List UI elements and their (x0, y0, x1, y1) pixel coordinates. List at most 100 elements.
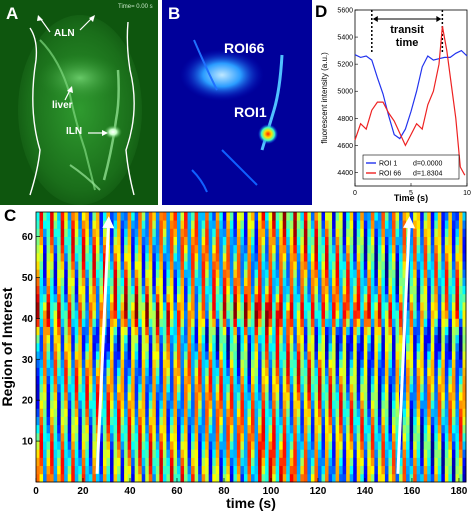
heatmap-cell (427, 252, 432, 262)
heatmap-cell (46, 392, 51, 401)
heatmap-cell (127, 424, 132, 434)
heatmap-cell (370, 408, 375, 417)
heatmap-cell (173, 220, 178, 229)
heatmap-cell (205, 236, 210, 246)
heatmap-cell (275, 302, 280, 311)
heatmap-cell (162, 457, 167, 467)
heatmap-cell (303, 228, 308, 237)
heatmap-cell (64, 342, 69, 352)
heatmap-cell (342, 212, 347, 221)
heatmap-cell (194, 449, 199, 458)
heatmap-cell (236, 244, 241, 254)
heatmap-cell (138, 408, 143, 417)
heatmap-cell (159, 285, 164, 295)
heatmap-cell (328, 318, 333, 327)
heatmap-cell (110, 375, 114, 385)
heatmap-cell (363, 441, 368, 450)
heatmap-cell (78, 392, 83, 401)
heatmap-cell (420, 473, 425, 483)
heatmap-cell (229, 212, 234, 221)
heatmap-cell (71, 326, 76, 336)
heatmap-cell (85, 432, 90, 442)
heatmap-cell (384, 359, 389, 368)
heatmap-cell (384, 326, 389, 336)
heatmap-cell (71, 441, 76, 450)
heatmap-cell (120, 351, 125, 360)
heatmap-cell (180, 220, 185, 229)
heatmap-cell (374, 318, 379, 327)
heatmap-cell (187, 473, 192, 483)
heatmap-cell (391, 465, 396, 475)
heatmap-cell (441, 277, 446, 287)
heatmap-cell (437, 441, 442, 450)
heatmap-cell (289, 465, 294, 475)
heatmap-cell (395, 375, 400, 385)
heatmap-cell (208, 351, 213, 360)
heatmap-cell (399, 285, 403, 295)
heatmap-cell (321, 228, 326, 237)
heatmap-cell (307, 416, 312, 426)
heatmap-cell (420, 334, 425, 344)
heatmap-cell (402, 244, 407, 254)
heatmap-cell (370, 359, 375, 368)
heatmap-cell (307, 293, 312, 303)
heatmap-cell (265, 416, 270, 426)
y-tick-label: 50 (22, 273, 34, 284)
heatmap-cell (127, 293, 132, 303)
heatmap-cell (205, 392, 210, 401)
heatmap-cell (409, 441, 414, 450)
heatmap-cell (423, 326, 428, 336)
heatmap-cell (437, 457, 442, 467)
heatmap-cell (307, 318, 312, 327)
heatmap-cell (88, 285, 93, 295)
heatmap-cell (310, 228, 315, 237)
heatmap-cell (148, 408, 153, 417)
heatmap-cell (416, 457, 421, 467)
heatmap-cell (342, 383, 347, 393)
heatmap-cell (205, 261, 210, 270)
heatmap-cell (169, 342, 174, 352)
heatmap-cell (88, 277, 93, 287)
heatmap-cell (353, 383, 358, 393)
heatmap-cell (138, 212, 143, 221)
heatmap-cell (377, 383, 382, 393)
heatmap-cell (279, 375, 284, 385)
heatmap-cell (434, 293, 439, 303)
heatmap-cell (395, 432, 400, 442)
heatmap-cell (131, 375, 136, 385)
heatmap-cell (346, 359, 351, 368)
heatmap-cell (342, 351, 347, 360)
heatmap-cell (437, 367, 442, 377)
heatmap-cell (166, 285, 171, 295)
heatmap-cell (448, 473, 453, 483)
heatmap-cell (349, 351, 354, 360)
heatmap-cell (148, 252, 153, 262)
heatmap-cell (332, 220, 336, 229)
heatmap-cell (251, 252, 255, 262)
heatmap-cell (416, 285, 421, 295)
heatmap-cell (388, 220, 393, 229)
heatmap-cell (247, 392, 252, 401)
heatmap-cell (332, 416, 336, 426)
heatmap-cell (205, 449, 210, 458)
heatmap-cell (60, 424, 65, 434)
heatmap-cell (138, 285, 143, 295)
heatmap-cell (317, 310, 322, 319)
heatmap-cell (194, 293, 199, 303)
heatmap-cell (222, 441, 227, 450)
heatmap-cell (353, 310, 358, 319)
heatmap-cell (229, 236, 234, 246)
heatmap-cell (53, 220, 58, 229)
heatmap-cell (251, 465, 255, 475)
heatmap-cell (78, 342, 83, 352)
heatmap-cell (360, 342, 365, 352)
heatmap-cell (451, 244, 456, 254)
heatmap-cell (402, 408, 407, 417)
heatmap-cell (194, 310, 199, 319)
heatmap-cell (43, 310, 47, 319)
heatmap-cell (265, 310, 270, 319)
heatmap-cell (201, 326, 206, 336)
heatmap-cell (71, 449, 76, 458)
heatmap-cell (117, 359, 121, 368)
heatmap-cell (444, 244, 449, 254)
